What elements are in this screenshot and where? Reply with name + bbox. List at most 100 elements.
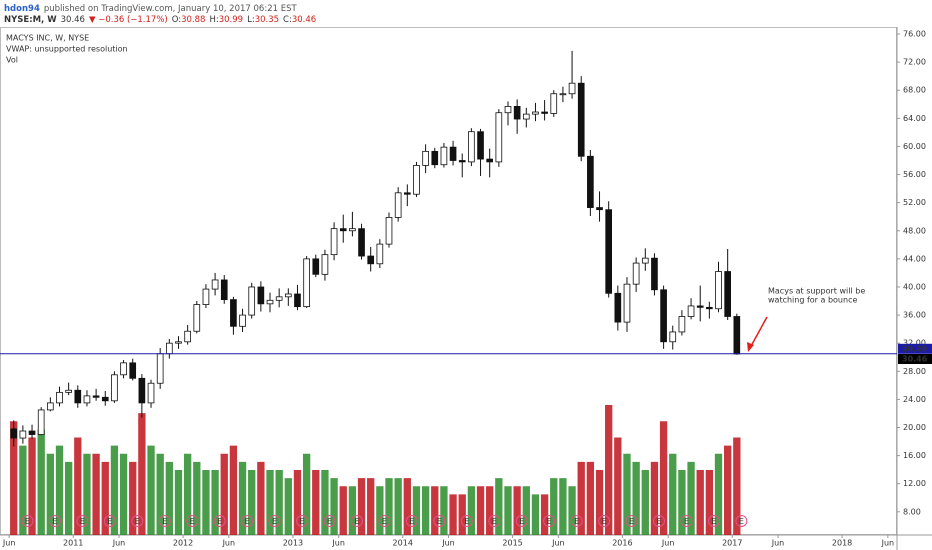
volume-bar <box>595 470 604 535</box>
volume-bar <box>321 470 329 535</box>
y-tick-label: 28.00 <box>903 367 926 376</box>
candle-body <box>504 105 512 114</box>
earnings-label: E <box>547 517 552 526</box>
annotation-arrowhead <box>747 342 754 352</box>
earnings-marker <box>735 515 748 527</box>
earnings-label: E <box>80 517 85 526</box>
x-tick-label: 2017 <box>722 539 742 548</box>
author[interactable]: hdon94 <box>4 4 40 14</box>
volume-bar <box>495 478 503 535</box>
earnings-label: E <box>217 517 222 526</box>
price-marker-label: 30.46 <box>902 355 928 364</box>
volume-bar <box>394 478 402 535</box>
earnings-marker <box>323 515 336 527</box>
volume-bar <box>211 470 219 535</box>
volume-bar <box>220 453 228 535</box>
volume-bar <box>19 445 27 535</box>
earnings-marker <box>598 515 611 527</box>
volume-bar <box>513 486 521 535</box>
candle-body <box>449 146 457 161</box>
volume-bar <box>687 461 695 535</box>
y-tick-label: 24.00 <box>903 395 926 404</box>
candle-body <box>257 286 265 305</box>
candle-body <box>175 341 182 344</box>
legend-text: MACYS INC, W, NYSE <box>6 34 89 43</box>
volume-bar <box>559 478 567 535</box>
volume-bar <box>458 494 466 535</box>
earnings-label: E <box>409 517 414 526</box>
volume-bar <box>74 437 82 535</box>
earnings-label: E <box>437 517 442 526</box>
x-tick-label: 2013 <box>283 539 303 548</box>
price-marker <box>898 343 932 354</box>
ohlc-value: 30.88 <box>181 15 205 25</box>
volume-bar <box>165 461 173 535</box>
ohlc-label: O: <box>172 15 181 25</box>
earnings-label: E <box>739 517 744 526</box>
earnings-marker <box>707 515 720 527</box>
candle-body <box>468 131 475 163</box>
ohlc-value: 30.35 <box>255 15 279 25</box>
volume-bar <box>568 486 576 535</box>
candle-body <box>495 112 503 163</box>
candle-body <box>614 292 622 323</box>
earnings-marker <box>21 515 34 527</box>
candle-body <box>47 402 54 411</box>
candle-body <box>522 113 530 120</box>
candle-body <box>394 192 402 218</box>
ohlc-value: 30.99 <box>219 15 243 25</box>
header-line-1: hdon94 published on TradingView.com, Janu… <box>4 4 297 14</box>
earnings-marker <box>405 515 418 527</box>
volume-bar <box>550 478 558 535</box>
y-tick-label: 36.00 <box>903 311 926 320</box>
candle-body <box>19 430 27 439</box>
earnings-label: E <box>25 517 30 526</box>
volume-bar <box>147 445 155 535</box>
volume-bar <box>110 445 119 535</box>
volume-bar <box>312 470 320 535</box>
earnings-marker <box>653 515 666 527</box>
y-tick-label: 52.00 <box>903 198 926 207</box>
earnings-marker <box>625 515 638 527</box>
candle-body <box>129 362 137 379</box>
volume-bar <box>367 478 375 535</box>
volume-bar <box>174 470 183 535</box>
candle-body <box>413 165 420 195</box>
earnings-label: E <box>300 517 305 526</box>
volume-bar <box>92 453 100 535</box>
volume-bar <box>440 486 448 535</box>
ohlc-label: H: <box>209 15 218 25</box>
change: ▼ −0.36 (−1.17%) <box>89 15 168 25</box>
earnings-marker <box>296 515 309 527</box>
volume-bar <box>293 470 302 535</box>
volume-bar <box>376 486 384 535</box>
candle-body <box>312 258 320 275</box>
candle-body <box>385 217 393 245</box>
candle-body <box>166 342 173 355</box>
y-tick-label: 64.00 <box>903 114 926 123</box>
x-tick-label: 2011 <box>63 539 83 548</box>
y-tick-label: 20.00 <box>903 423 926 432</box>
volume-bar <box>202 470 210 535</box>
annotation-text: watching for a bounce <box>768 296 857 305</box>
volume-bar <box>28 437 36 535</box>
volume-bar <box>101 461 109 535</box>
volume-bar <box>330 478 338 535</box>
candle-body <box>65 389 72 393</box>
volume-bar <box>486 486 494 535</box>
candle-body <box>211 279 219 290</box>
volume-bar <box>55 445 64 535</box>
x-tick-label: 2016 <box>612 539 632 548</box>
earnings-label: E <box>602 517 607 526</box>
plot <box>10 50 741 535</box>
volume-bar <box>669 453 677 535</box>
candle-body <box>193 304 201 332</box>
candle-body <box>678 316 686 333</box>
candle-body <box>56 391 63 404</box>
earnings-label: E <box>464 517 469 526</box>
volume-bar <box>183 453 192 535</box>
candle-body <box>367 255 375 265</box>
volume-bar <box>238 461 247 535</box>
candle-body <box>651 257 658 291</box>
